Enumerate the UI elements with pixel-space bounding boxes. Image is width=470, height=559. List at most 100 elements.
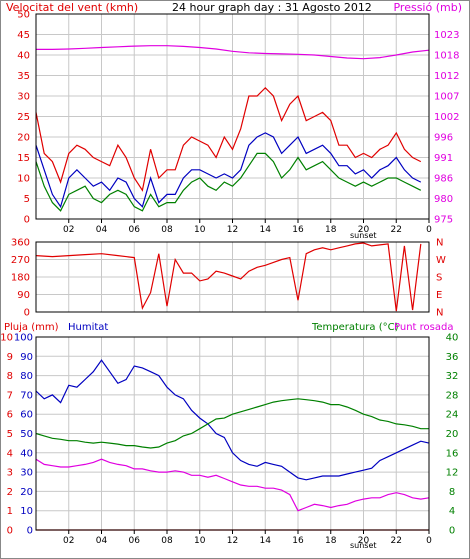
- pressure-tick: 991: [434, 153, 453, 164]
- x-tick-label: 08: [161, 225, 173, 235]
- series-wind-max: [35, 86, 422, 192]
- series-wind-gust: [35, 152, 422, 212]
- wind-speed-tick: 30: [17, 92, 30, 103]
- wind-direction-tick: 0: [24, 308, 30, 319]
- rain-tick: 10: [0, 333, 13, 344]
- rain-tick: 2: [7, 487, 13, 498]
- wind-direction-tick: 90: [17, 290, 30, 301]
- x-tick-label: 04: [96, 536, 108, 546]
- wind-direction-tick: 360: [11, 238, 30, 249]
- pressure-tick: 1018: [434, 51, 459, 62]
- pressure-tick: 1002: [434, 112, 459, 123]
- compass-label: S: [436, 273, 442, 284]
- x-tick-label: 12: [227, 536, 238, 546]
- humidity-tick: 20: [20, 487, 33, 498]
- pressure-tick: 975: [434, 215, 453, 226]
- wind-speed-axis: 0 5 10 15 20 25 30 35 40 45 50: [17, 10, 30, 226]
- temperature-tick: 12: [446, 468, 459, 479]
- humidity-tick: 50: [20, 429, 33, 440]
- humidity-axis: 0 10 20 30 40 50 60 70 80 90 100: [14, 333, 33, 537]
- temperature-tick: 36: [446, 352, 459, 363]
- x-tick-label: 06: [129, 536, 141, 546]
- humidity-tick: 100: [14, 333, 33, 344]
- wind-direction-grid: [36, 242, 430, 312]
- humidity-tick: 10: [20, 506, 33, 517]
- series-wind-direction: [35, 242, 422, 312]
- rain-tick: 8: [7, 371, 13, 382]
- temperature-tick: 8: [449, 487, 455, 498]
- x-tick-label: 10: [194, 536, 206, 546]
- humidity-axis-title: Humitat: [68, 322, 108, 333]
- humidity-tick: 60: [20, 410, 33, 421]
- temperature-tick: 0: [449, 526, 455, 537]
- x-tick-label: 02: [63, 536, 74, 546]
- x-tick-label: 04: [96, 225, 108, 235]
- humidity-tick: 0: [27, 526, 33, 537]
- wind-speed-tick: 10: [17, 174, 30, 185]
- humidity-tick: 70: [20, 390, 33, 401]
- temperature-tick: 20: [446, 429, 459, 440]
- x-tick-label: 08: [161, 536, 173, 546]
- rain-tick: 5: [7, 429, 13, 440]
- compass-label: W: [436, 255, 446, 266]
- pressure-tick: 986: [434, 174, 453, 185]
- x-tick-label: 22: [391, 225, 402, 235]
- rain-tick: 9: [7, 352, 13, 363]
- wind-speed-tick: 35: [17, 71, 30, 82]
- temperature-tick: 28: [446, 390, 459, 401]
- wind-speed-tick: 25: [17, 112, 30, 123]
- humidity-tick: 30: [20, 468, 33, 479]
- pressure-tick: 1007: [434, 92, 459, 103]
- wind-direction-axis: 0 90 180 270 360: [11, 238, 30, 319]
- x-tick-label: 16: [292, 536, 304, 546]
- climate-x-axis: 02 04 06 08 10 12 14 16 18 20 22 0: [63, 530, 432, 546]
- pressure-tick: 996: [434, 133, 453, 144]
- x-tick-label: 0: [426, 536, 432, 546]
- series-humidity: [35, 359, 430, 481]
- pressure-axis-title: Pressió (mb): [393, 1, 462, 14]
- sunset-label-1: sunset: [350, 231, 377, 240]
- dew-axis-title: Punt rosada: [394, 322, 453, 333]
- x-tick-label: 0: [426, 225, 432, 235]
- temperature-tick: 16: [446, 448, 459, 459]
- x-tick-label: 16: [292, 225, 304, 235]
- x-tick-label: 02: [63, 225, 74, 235]
- humidity-tick: 80: [20, 371, 33, 382]
- rain-axis: 0 1 2 3 4 5 6 7 8 9 10: [0, 333, 13, 537]
- wind-direction-series: [35, 242, 422, 312]
- wind-speed-tick: 15: [17, 153, 30, 164]
- series-wind-average: [35, 132, 422, 209]
- humidity-tick: 40: [20, 448, 33, 459]
- humidity-tick: 90: [20, 352, 33, 363]
- rain-tick: 3: [7, 468, 13, 479]
- x-tick-label: 14: [260, 225, 272, 235]
- x-tick-label: 20: [358, 225, 370, 235]
- x-tick-label: 10: [194, 225, 206, 235]
- temperature-axis-title: Temperatura (°C): [311, 322, 399, 333]
- temperature-tick: 4: [449, 506, 455, 517]
- x-tick-label: 18: [325, 225, 337, 235]
- series-pressi-mb-: [36, 45, 430, 60]
- x-tick-label: 06: [129, 225, 141, 235]
- rain-tick: 0: [7, 526, 13, 537]
- pressure-tick: 980: [434, 194, 453, 205]
- x-tick-label: 14: [260, 536, 272, 546]
- wind-speed-tick: 0: [24, 215, 30, 226]
- x-tick-label: 18: [325, 536, 337, 546]
- wind-speed-axis-title: Velocitat del vent (kmh): [6, 1, 138, 14]
- wind-speed-tick: 5: [24, 194, 30, 205]
- wind-direction-tick: 270: [11, 255, 30, 266]
- rain-axis-title: Pluja (mm): [4, 322, 59, 333]
- x-tick-label: 22: [391, 536, 402, 546]
- compass-label: E: [436, 290, 442, 301]
- wind-speed-tick: 45: [17, 30, 30, 41]
- pressure-tick: 1023: [434, 30, 459, 41]
- rain-tick: 4: [7, 448, 13, 459]
- pressure-axis: 975 980 986 991 996 1002 1007 1012 1018 1023: [434, 30, 459, 226]
- sunset-label-2: sunset: [350, 541, 377, 550]
- series-temperature: [35, 398, 429, 449]
- temperature-tick: 40: [446, 333, 459, 344]
- wind-pressure-x-axis: 02 04 06 08 10 12 14 16 18 20 22 0: [63, 219, 432, 235]
